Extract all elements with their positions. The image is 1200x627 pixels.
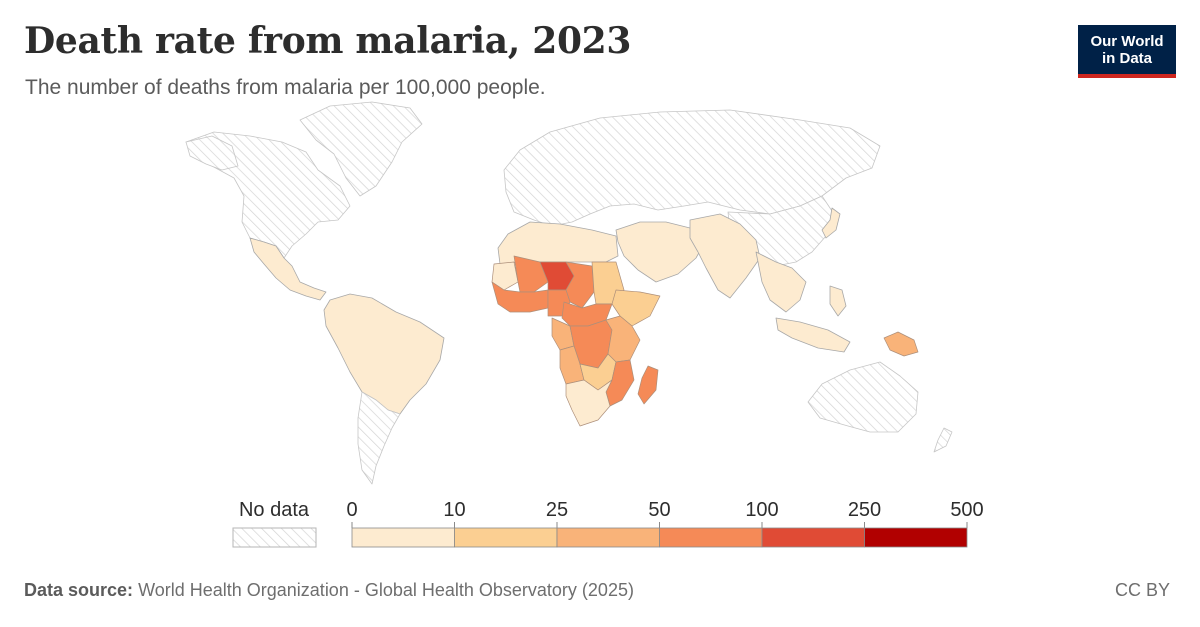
australia[interactable] [807,361,919,433]
legend-tick-labels: 0 10 25 50 100 250 500 [346,499,984,528]
papua-new-guinea[interactable] [883,331,919,357]
southern-africa[interactable] [565,379,613,427]
data-source-label: Data source: [24,580,134,600]
chart-title: Death rate from malaria, 2023 [24,20,632,62]
madagascar[interactable] [637,365,659,405]
legend-tick-label-1: 10 [443,499,465,521]
southern-cone[interactable] [357,391,401,485]
legend-bin-4[interactable] [761,527,865,548]
legend-tick-label-6: 500 [950,499,983,521]
middle-east[interactable] [615,221,707,283]
legend-tick-label-2: 25 [546,499,568,521]
legend-bin-1[interactable] [454,527,558,548]
new-zealand[interactable] [933,427,953,453]
license-link[interactable]: CC BY [1114,580,1170,600]
legend-bin-5[interactable] [864,527,968,548]
map-legend: No data 0 10 25 50 100 250 500 [232,499,984,548]
data-source: Data source: World Health Organization -… [24,580,634,601]
mauritania[interactable] [491,261,519,291]
legend-tick-label-0: 0 [346,499,357,521]
owid-logo[interactable]: Our World in Data [1078,25,1176,78]
legend-bin-3[interactable] [659,527,763,548]
legend-tick-label-5: 250 [848,499,881,521]
legend-tick-label-4: 100 [745,499,778,521]
philippines[interactable] [829,285,847,317]
south-america[interactable] [323,293,445,415]
central-south-asia[interactable] [689,213,761,299]
alaska[interactable] [185,135,239,171]
southeast-asia[interactable] [755,251,807,313]
indonesia[interactable] [775,317,851,353]
logo-line-2: in Data [1101,49,1152,67]
mexico[interactable] [249,237,327,301]
legend-color-bins [351,527,968,548]
chad[interactable] [565,261,595,309]
data-source-text[interactable]: World Health Organization - Global Healt… [138,580,634,600]
ethiopia-horn[interactable] [611,289,661,327]
legend-no-data-label: No data [239,499,310,521]
chart-subtitle: The number of deaths from malaria per 10… [25,76,546,99]
legend-bin-2[interactable] [556,527,660,548]
logo-line-1: Our World [1090,32,1164,50]
legend-tick-label-3: 50 [648,499,670,521]
legend-no-data-swatch [232,527,317,548]
legend-bin-0[interactable] [351,527,455,548]
greenland[interactable] [299,101,423,197]
japan[interactable] [821,207,841,239]
